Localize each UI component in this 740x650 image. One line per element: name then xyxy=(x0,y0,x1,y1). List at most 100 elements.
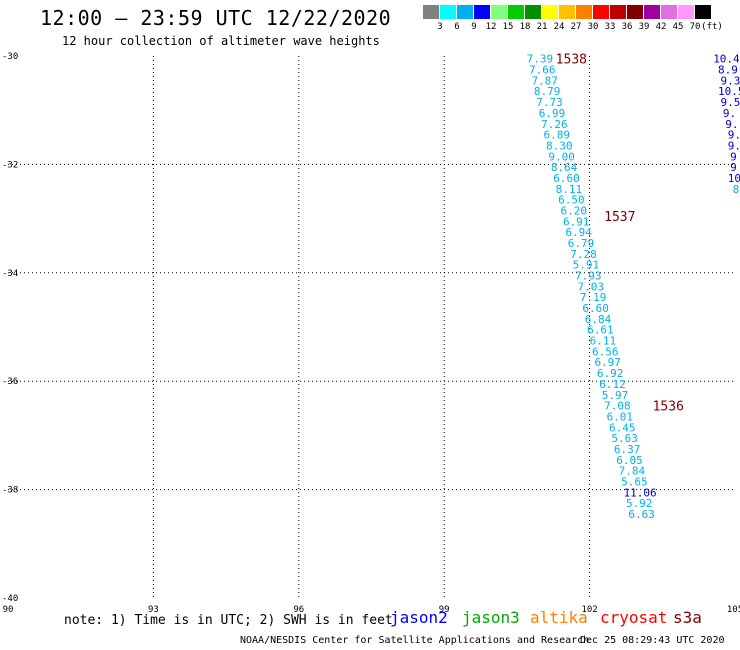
wave-height-label: 7.26 xyxy=(541,118,568,131)
wave-height-label: 9. xyxy=(725,118,738,131)
color-scale-label: 33 xyxy=(604,22,616,32)
satellite-legend-cryosat: cryosat xyxy=(600,608,668,627)
color-scale-swatch xyxy=(610,5,627,19)
lat-tick-label: -32 xyxy=(2,160,18,170)
wave-height-label: 7.73 xyxy=(536,96,563,109)
lat-tick-label: -30 xyxy=(2,52,18,62)
track-number-label: 1538 xyxy=(556,53,587,68)
wave-height-label: 10 xyxy=(728,172,740,185)
satellite-legend-jason3: jason3 xyxy=(462,608,520,627)
map-subtitle: 12 hour collection of altimeter wave hei… xyxy=(62,34,380,48)
wave-height-label: 5.63 xyxy=(611,432,638,445)
color-scale-label: 3 xyxy=(437,22,443,32)
wave-height-label: 7.93 xyxy=(575,270,602,283)
wave-height-label: 6.97 xyxy=(594,356,621,369)
lon-tick-label: 90 xyxy=(3,605,14,615)
wave-height-label: 6.61 xyxy=(587,324,614,337)
map-credit: NOAA/NESDIS Center for Satellite Applica… xyxy=(240,635,590,646)
color-scale-label: 6 xyxy=(454,22,460,32)
wave-height-label: 6.50 xyxy=(558,194,585,207)
color-scale-label: 9 xyxy=(471,22,477,32)
color-scale-label: 45 xyxy=(672,22,684,32)
wave-height-label: 9. xyxy=(728,139,740,152)
wave-height-label: 6.91 xyxy=(563,215,590,228)
lon-tick-label: 99 xyxy=(439,605,450,615)
color-scale-label: 15 xyxy=(502,22,514,32)
wave-height-label: 6.20 xyxy=(561,204,588,217)
wave-height-label: 6.01 xyxy=(607,410,634,423)
wave-height-label: 5.97 xyxy=(602,389,629,402)
wave-height-label: 7.84 xyxy=(619,465,646,478)
color-scale-swatch xyxy=(542,5,559,19)
wave-height-label: 7.66 xyxy=(529,64,556,77)
track-number-label: 1537 xyxy=(604,210,635,225)
color-scale-label: (ft) xyxy=(701,22,723,32)
wave-height-label: 9. xyxy=(723,107,736,120)
wave-height-label: 6.11 xyxy=(590,335,617,348)
wave-height-label: 6.99 xyxy=(539,107,566,120)
lon-tick-label: 93 xyxy=(148,605,159,615)
wave-height-label: 6.92 xyxy=(597,367,624,380)
wave-height-label: 8.30 xyxy=(546,139,573,152)
color-scale-bar xyxy=(423,5,712,19)
color-scale-label: 27 xyxy=(570,22,582,32)
wave-height-label: 6.63 xyxy=(628,508,655,521)
map-tick-labels: 90 93 96 99 102 105 -30 -32 -34 -36 -38 -40 xyxy=(2,52,740,615)
wave-height-label: 5.91 xyxy=(573,259,600,272)
wave-height-label: 6.89 xyxy=(544,129,571,142)
map-title: 12:00 – 23:59 UTC 12/22/2020 xyxy=(40,6,392,30)
color-scale-swatch xyxy=(695,5,712,19)
color-scale-label: 12 xyxy=(485,22,497,32)
wave-height-label: 9.5 xyxy=(720,96,740,109)
wave-height-label: 8.9 xyxy=(718,64,738,77)
color-scale-label: 70 xyxy=(689,22,701,32)
color-scale-swatch xyxy=(627,5,644,19)
color-scale-swatch xyxy=(474,5,491,19)
color-scale-swatch xyxy=(457,5,474,19)
color-scale-label: 30 xyxy=(587,22,599,32)
color-scale-swatch xyxy=(593,5,610,19)
wave-height-label: 7.87 xyxy=(531,74,558,87)
color-scale-label: 39 xyxy=(638,22,650,32)
wave-height-label: 6.45 xyxy=(609,421,636,434)
wave-height-label: 9 xyxy=(730,150,737,163)
wave-height-points: 7.397.667.878.797.736.997.266.898.309.00… xyxy=(527,53,740,521)
wave-height-label: 7.39 xyxy=(527,53,554,66)
lat-tick-label: -34 xyxy=(2,269,18,279)
wave-height-label: 8.11 xyxy=(556,183,583,196)
color-scale-swatch xyxy=(525,5,542,19)
lon-tick-label: 105 xyxy=(727,605,740,615)
wave-height-label: 6.94 xyxy=(565,226,592,239)
color-scale-label: 36 xyxy=(621,22,633,32)
color-scale-swatch xyxy=(423,5,440,19)
wave-height-label: 9. xyxy=(728,129,740,142)
lat-tick-label: -38 xyxy=(2,486,18,496)
map-grid xyxy=(8,56,735,598)
color-scale-swatch xyxy=(661,5,678,19)
color-scale-swatch xyxy=(508,5,525,19)
wave-height-label: 9.00 xyxy=(548,150,575,163)
wave-height-label: 6.37 xyxy=(614,443,641,456)
wave-height-label: 6.05 xyxy=(616,454,643,467)
color-scale-label: 18 xyxy=(519,22,531,32)
color-scale-swatch xyxy=(440,5,457,19)
wave-height-label: 8 xyxy=(733,183,740,196)
wave-height-label: 6.56 xyxy=(592,345,619,358)
track-number-label: 1536 xyxy=(653,400,684,415)
color-scale-swatch xyxy=(491,5,508,19)
wave-height-label: 7.28 xyxy=(570,248,597,261)
wave-height-label: 6.60 xyxy=(553,172,580,185)
wave-height-label: 6.60 xyxy=(582,302,609,315)
lat-tick-label: -40 xyxy=(2,594,18,604)
color-scale-swatch xyxy=(559,5,576,19)
wave-height-label: 5.92 xyxy=(626,497,653,510)
satellite-legend-altika: altika xyxy=(530,608,588,627)
wave-height-label: 6.12 xyxy=(599,378,626,391)
wave-height-label: 9 xyxy=(730,161,737,174)
color-scale-swatch xyxy=(644,5,661,19)
wave-height-label: 8.64 xyxy=(551,161,578,174)
wave-height-label: 9.3 xyxy=(720,74,740,87)
color-scale-label: 21 xyxy=(536,22,548,32)
wave-height-label: 7.08 xyxy=(604,400,631,413)
